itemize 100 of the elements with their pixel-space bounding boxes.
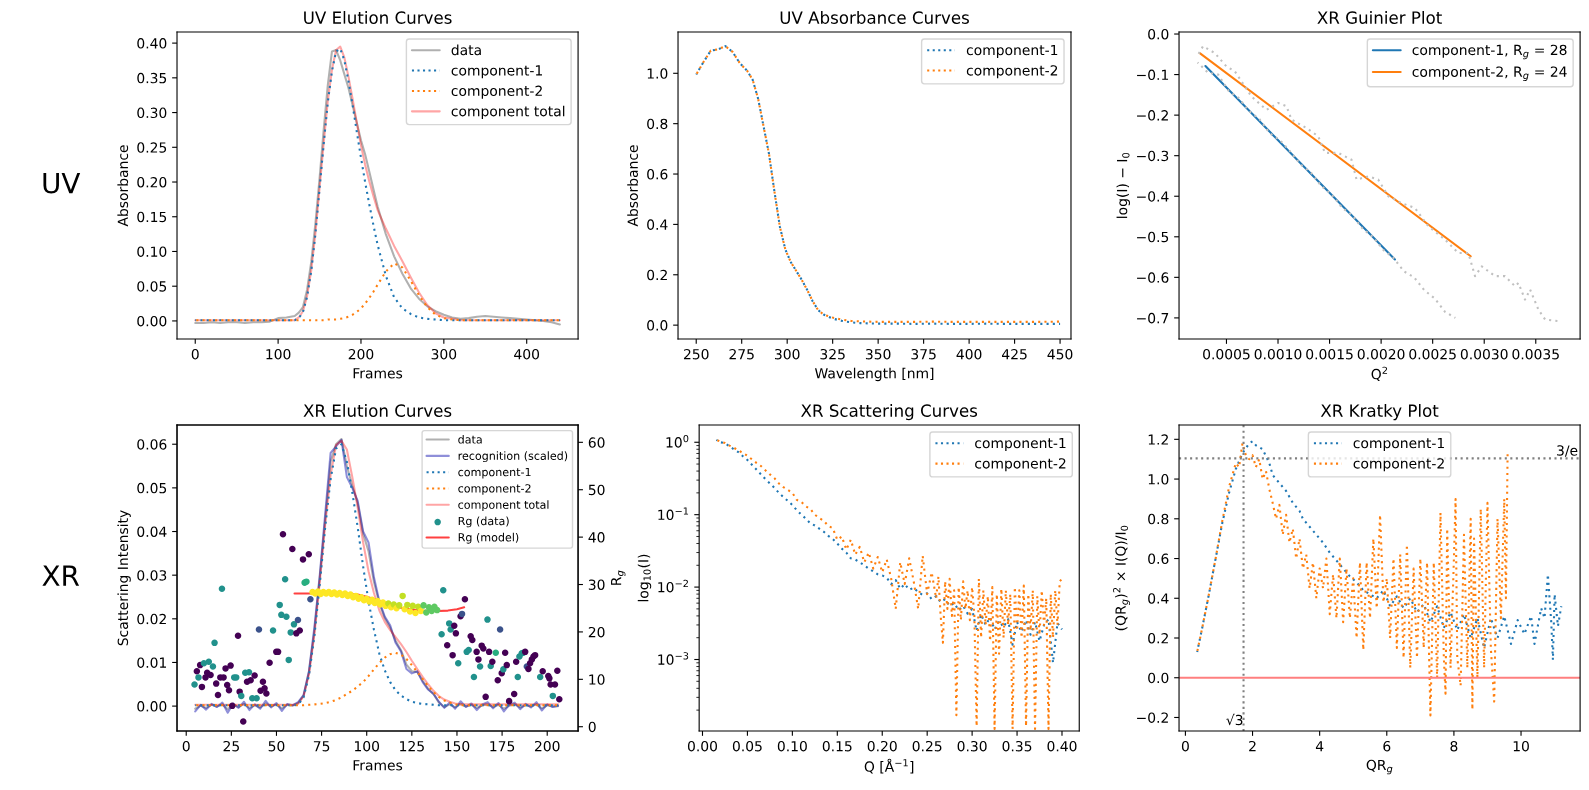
- legend-label: component-2, R$_{g}$ = 24: [1412, 66, 1567, 82]
- x-tick-label: 200: [534, 740, 560, 752]
- legend-label: component-1: [966, 44, 1058, 58]
- y2-axis-title: R$_{g}$: [611, 570, 626, 585]
- x-axis-title: Q$^{2}$: [1371, 366, 1388, 381]
- x-tick-label: 375: [911, 348, 936, 360]
- y-tick-label: 10$^{−2}$: [658, 579, 688, 593]
- y-tick-label: 0.0: [1148, 672, 1169, 684]
- x-tick-label: 400: [956, 348, 982, 360]
- y-tick-label: −0.2: [1137, 712, 1168, 723]
- y-tick-label: 0.25: [137, 142, 167, 153]
- x-axis-title: QR$_{g}$: [1366, 759, 1393, 775]
- y-tick-label: 0.03: [137, 570, 167, 581]
- y-tick-label: −0.2: [1137, 110, 1168, 121]
- x-tick-label: 150: [445, 740, 470, 752]
- y-tick-label: −0.4: [1137, 191, 1169, 202]
- y-tick-label: 0.00: [137, 315, 167, 327]
- x-tick-label: 275: [729, 348, 754, 360]
- y-axis-title: log(I) − I$_{0}$: [1116, 152, 1130, 218]
- legend-label: data: [458, 435, 482, 444]
- chart-title: UV Absorbance Curves: [780, 11, 969, 24]
- x-tick-label: 300: [774, 348, 800, 360]
- y-tick-label: 0.2: [1148, 632, 1168, 644]
- y-axis-title: (QR$_{g}$)$^{2}$ × I(Q)/I$_{0}$: [1113, 525, 1130, 631]
- y-tick-label: −0.6: [1137, 272, 1169, 283]
- y-tick-label: 0.0: [1148, 28, 1169, 40]
- y-tick-label: 0.4: [1148, 593, 1169, 604]
- y2-tick-label: 20: [588, 626, 605, 638]
- x-tick-label: 0.10: [777, 740, 807, 752]
- legend-label: component total: [458, 500, 549, 512]
- legend-label: component-1: [451, 65, 542, 79]
- legend-label: recognition (scaled): [458, 451, 568, 463]
- legend-label: data: [451, 44, 481, 56]
- y-tick-label: 1.0: [1148, 474, 1169, 485]
- y-axis-title: log$_{10}$(I): [637, 554, 652, 602]
- x-axis-title: Frames: [353, 368, 403, 379]
- y2-tick-label: 10: [589, 674, 605, 685]
- x-tick-label: 0: [1181, 740, 1189, 752]
- legend-label: component-2: [966, 65, 1058, 79]
- y2-tick-label: 40: [588, 532, 605, 543]
- y-tick-label: 1.0: [647, 68, 668, 79]
- legend-label: component-1: [458, 467, 531, 479]
- y-tick-label: 0.00: [137, 701, 167, 712]
- text: XR: [42, 565, 80, 586]
- x-tick-label: 250: [683, 348, 709, 360]
- x-tick-label: 0.05: [732, 740, 762, 752]
- x-tick-label: 0.40: [1047, 740, 1077, 752]
- chart-title: XR Kratky Plot: [1320, 404, 1439, 421]
- x-tick-label: 100: [354, 740, 380, 752]
- x-tick-label: 2: [1249, 740, 1256, 752]
- y-tick-label: 0.05: [137, 281, 167, 292]
- line-series: [715, 438, 1064, 664]
- x-tick-label: 0.0020: [1357, 348, 1405, 360]
- ref-line-label: √3: [1226, 713, 1243, 726]
- x-tick-label: 25: [223, 740, 239, 752]
- y-tick-label: 10$^{−1}$: [658, 507, 689, 521]
- x-axis-title: Wavelength [nm]: [814, 367, 934, 382]
- y-tick-label: 0.01: [137, 657, 167, 668]
- x-tick-label: 0.0025: [1409, 348, 1456, 360]
- x-tick-label: 0.25: [912, 740, 942, 752]
- legend-label: component-1, R$_{g}$ = 28: [1412, 44, 1567, 60]
- legend-label: Rg (data): [458, 516, 509, 528]
- y-tick-label: 1.2: [1148, 434, 1168, 445]
- legend-label: component-1: [1353, 437, 1444, 451]
- y-tick-label: 0.6: [647, 169, 668, 180]
- y-tick-label: 0.8: [647, 118, 668, 130]
- y-tick-label: 0.15: [137, 211, 167, 223]
- chart-title: XR Elution Curves: [303, 404, 452, 417]
- x-tick-label: 450: [1047, 348, 1073, 360]
- x-tick-label: 300: [431, 348, 457, 360]
- chart-title: XR Scattering Curves: [801, 404, 978, 421]
- x-tick-label: 75: [313, 741, 330, 752]
- y-tick-label: 0.05: [137, 482, 167, 494]
- legend-label: component-2: [1353, 458, 1444, 472]
- y-axis-title: Absorbance: [627, 145, 638, 227]
- y-tick-label: 0.40: [137, 38, 167, 49]
- y-axis-title: Scattering Intensity: [117, 510, 131, 646]
- x-axis-title: Q [Å$^{−1}$]: [864, 758, 914, 774]
- y-tick-label: 0.30: [137, 107, 167, 119]
- y-axis-title: Absorbance: [117, 145, 129, 227]
- x-tick-label: 100: [266, 348, 291, 360]
- legend-label: component-2: [451, 85, 542, 99]
- x-tick-label: 0.0010: [1254, 348, 1302, 360]
- x-tick-label: 0.0005: [1203, 348, 1250, 360]
- x-tick-label: 0.20: [867, 740, 897, 752]
- x-tick-label: 0.15: [822, 740, 852, 752]
- x-tick-label: 400: [514, 348, 540, 360]
- x-tick-label: 325: [820, 348, 845, 360]
- y2-tick-label: 30: [588, 579, 605, 590]
- y-tick-label: 0.0: [647, 320, 668, 331]
- x-tick-label: 0: [182, 740, 190, 752]
- y-tick-label: −0.7: [1137, 312, 1169, 324]
- y-tick-label: 0.35: [137, 72, 167, 84]
- y-tick-label: −0.5: [1137, 231, 1169, 243]
- legend-label: component-2: [975, 458, 1066, 472]
- x-tick-label: 175: [490, 741, 515, 752]
- legend-label: Rg (model): [458, 532, 519, 544]
- ref-line-label: 3/e: [1557, 445, 1578, 457]
- y-tick-label: 0.2: [647, 269, 667, 281]
- x-tick-label: 425: [1002, 348, 1027, 360]
